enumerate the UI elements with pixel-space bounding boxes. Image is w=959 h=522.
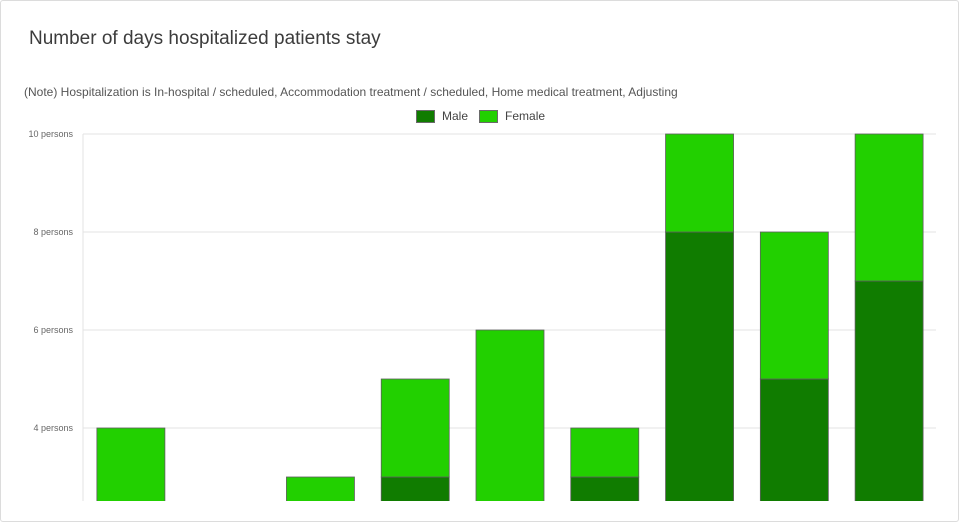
bar-female-1[interactable] bbox=[96, 427, 166, 501]
bar-male-4[interactable] bbox=[380, 476, 450, 501]
bar-female-4[interactable] bbox=[380, 378, 450, 478]
y-tick-label: 10 persons bbox=[28, 129, 73, 139]
chart-title: Number of days hospitalized patients sta… bbox=[29, 28, 381, 49]
legend-swatch-male bbox=[416, 109, 435, 123]
plot-area: 10 persons 8 persons 6 persons 4 persons bbox=[28, 129, 936, 501]
bar-male-6[interactable] bbox=[570, 476, 640, 501]
bar-male-9[interactable] bbox=[854, 280, 924, 501]
bar-female-5[interactable] bbox=[475, 329, 545, 501]
y-tick-label: 8 persons bbox=[33, 227, 73, 237]
chart-note: (Note) Hospitalization is In-hospital / … bbox=[24, 85, 678, 99]
legend-item-male[interactable]: Male bbox=[416, 109, 468, 123]
legend-label-female: Female bbox=[505, 109, 546, 123]
y-tick-label: 4 persons bbox=[33, 423, 73, 433]
legend: Male Female bbox=[416, 109, 556, 123]
bar-female-8[interactable] bbox=[759, 231, 829, 380]
bar-female-6[interactable] bbox=[570, 427, 640, 478]
y-tick-label: 6 persons bbox=[33, 325, 73, 335]
legend-item-female[interactable]: Female bbox=[479, 109, 545, 123]
bar-female-9[interactable] bbox=[854, 133, 924, 282]
bar-female-7[interactable] bbox=[665, 133, 734, 233]
legend-label-male: Male bbox=[442, 109, 469, 123]
bar-male-8[interactable] bbox=[759, 378, 829, 501]
bar-female-3[interactable] bbox=[286, 476, 355, 501]
legend-swatch-female bbox=[479, 109, 499, 123]
bar-male-7[interactable] bbox=[665, 231, 734, 501]
